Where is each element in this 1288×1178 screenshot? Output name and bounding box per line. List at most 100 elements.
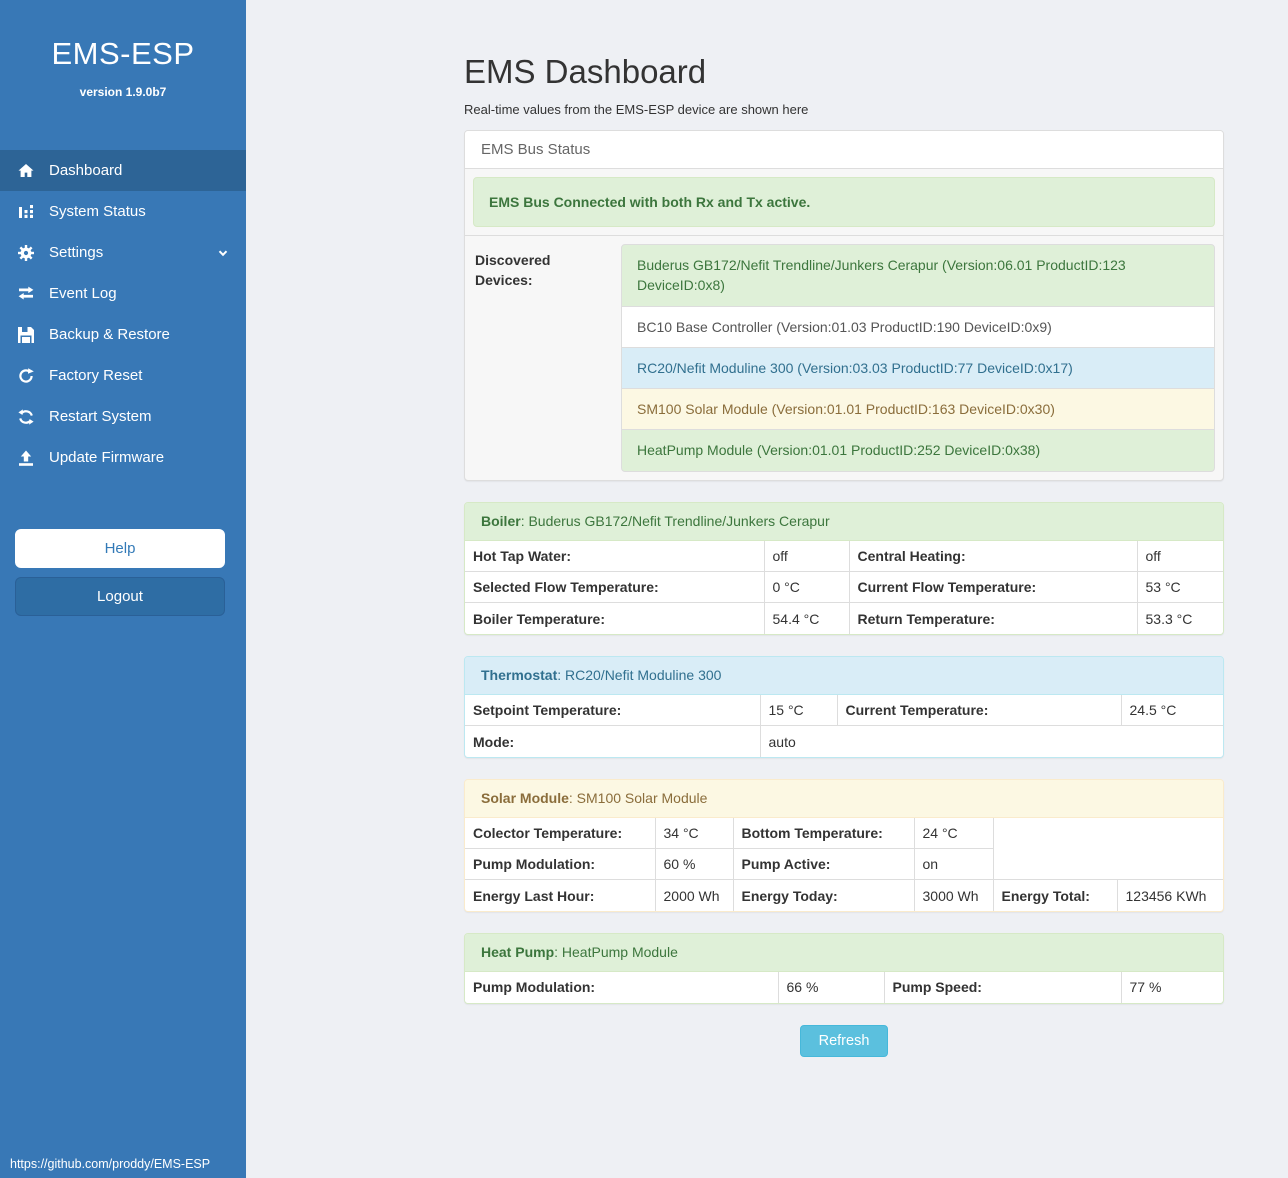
thermostat-title-bold: Thermostat xyxy=(481,666,558,683)
table-row: Hot Tap Water: off Central Heating: off xyxy=(465,540,1223,573)
exchange-arrows-icon xyxy=(17,286,34,302)
kv-value: 15 °C xyxy=(759,694,838,727)
kv-label: Pump Active: xyxy=(732,848,915,881)
kv-label: Energy Today: xyxy=(732,879,915,911)
brand: EMS-ESP version 1.9.0b7 xyxy=(0,36,246,99)
table-row: Setpoint Temperature: 15 °C Current Temp… xyxy=(465,694,1223,727)
kv-label: Selected Flow Temperature: xyxy=(465,571,765,604)
kv-label: Central Heating: xyxy=(848,540,1138,573)
help-button[interactable]: Help xyxy=(15,529,225,568)
main-area: EMS Dashboard Real-time values from the … xyxy=(246,0,1288,1178)
kv-value: 123456 KWh xyxy=(1116,879,1223,911)
solar-panel-title: Solar Module: SM100 Solar Module xyxy=(465,779,1223,818)
kv-label: Energy Total: xyxy=(992,879,1118,911)
kv-label: Bottom Temperature: xyxy=(732,817,915,850)
kv-value: off xyxy=(763,540,850,573)
sidebar-item-system-status[interactable]: System Status xyxy=(0,191,246,232)
sidebar-item-settings[interactable]: Settings xyxy=(0,232,246,273)
kv-value: 0 °C xyxy=(763,571,850,604)
thermostat-table: Setpoint Temperature: 15 °C Current Temp… xyxy=(465,694,1223,757)
sidebar-item-label: Factory Reset xyxy=(49,367,143,384)
device-list-item: HeatPump Module (Version:01.01 ProductID… xyxy=(621,429,1215,472)
sidebar-item-backup-restore[interactable]: Backup & Restore xyxy=(0,314,246,355)
heatpump-title-bold: Heat Pump xyxy=(481,943,555,960)
app-title: EMS-ESP xyxy=(51,36,195,71)
boiler-title-bold: Boiler xyxy=(481,512,521,529)
discovered-devices-row: Discovered Devices: Buderus GB172/Nefit … xyxy=(465,235,1223,480)
kv-label: Pump Speed: xyxy=(883,971,1122,1003)
kv-value: 66 % xyxy=(777,971,885,1003)
home-icon xyxy=(17,163,34,179)
sidebar-item-restart-system[interactable]: Restart System xyxy=(0,396,246,437)
kv-value: auto xyxy=(759,725,1223,757)
solar-title-bold: Solar Module xyxy=(481,789,569,806)
sidebar-item-update-firmware[interactable]: Update Firmware xyxy=(0,437,246,478)
kv-value: 53.3 °C xyxy=(1136,602,1223,634)
gear-icon xyxy=(17,244,34,261)
kv-label: Pump Modulation: xyxy=(465,848,656,881)
kv-label: Current Temperature: xyxy=(836,694,1122,727)
kv-label: Setpoint Temperature: xyxy=(465,694,761,727)
kv-label: Current Flow Temperature: xyxy=(848,571,1138,604)
sync-arrows-icon xyxy=(17,408,34,425)
kv-label: Pump Modulation: xyxy=(465,971,779,1003)
kv-value: 24.5 °C xyxy=(1120,694,1223,727)
sidebar-item-factory-reset[interactable]: Factory Reset xyxy=(0,355,246,396)
kv-value: 77 % xyxy=(1120,971,1223,1003)
refresh-button[interactable]: Refresh xyxy=(799,1024,889,1057)
sidebar-item-dashboard[interactable]: Dashboard xyxy=(0,150,246,191)
sidebar-item-label: Restart System xyxy=(49,408,152,425)
device-list-item: BC10 Base Controller (Version:01.03 Prod… xyxy=(621,305,1215,348)
table-row: Pump Modulation: 66 % Pump Speed: 77 % xyxy=(465,971,1223,1003)
thermostat-title-rest: : RC20/Nefit Moduline 300 xyxy=(557,666,722,683)
sidebar: EMS-ESP version 1.9.0b7 Dashboard System… xyxy=(0,0,246,1178)
page-subtitle: Real-time values from the EMS-ESP device… xyxy=(464,102,809,117)
sidebar-nav: Dashboard System Status xyxy=(0,150,246,478)
kv-label: Mode: xyxy=(465,725,761,757)
kv-value: off xyxy=(1136,540,1223,573)
bus-status-panel-title: EMS Bus Status xyxy=(465,131,1223,169)
logout-button[interactable]: Logout xyxy=(15,577,225,616)
kv-value: 34 °C xyxy=(654,817,734,850)
device-list-item: Buderus GB172/Nefit Trendline/Junkers Ce… xyxy=(621,244,1215,307)
device-list-item: RC20/Nefit Moduline 300 (Version:03.03 P… xyxy=(621,346,1215,390)
device-list-item: SM100 Solar Module (Version:01.01 Produc… xyxy=(621,388,1215,431)
bus-status-panel: EMS Bus Status EMS Bus Connected with bo… xyxy=(464,130,1224,481)
sidebar-item-label: Dashboard xyxy=(49,162,123,179)
boiler-table: Hot Tap Water: off Central Heating: off … xyxy=(465,540,1223,634)
solar-table: Colector Temperature: 34 °C Bottom Tempe… xyxy=(465,817,1223,911)
kv-value: 3000 Wh xyxy=(913,879,994,911)
page-title: EMS Dashboard xyxy=(464,53,707,90)
bus-connected-alert: EMS Bus Connected with both Rx and Tx ac… xyxy=(473,177,1215,227)
sidebar-item-event-log[interactable]: Event Log xyxy=(0,273,246,314)
solar-title-rest: : SM100 Solar Module xyxy=(568,789,708,806)
boiler-title-rest: : Buderus GB172/Nefit Trendline/Junkers … xyxy=(520,512,830,529)
kv-value: on xyxy=(913,848,993,881)
thermostat-panel: Thermostat: RC20/Nefit Moduline 300 Setp… xyxy=(464,655,1224,758)
kv-label: Hot Tap Water: xyxy=(465,540,765,573)
heatpump-panel-title: Heat Pump: HeatPump Module xyxy=(465,933,1223,972)
kv-value: 54.4 °C xyxy=(763,602,850,634)
thermostat-panel-title: Thermostat: RC20/Nefit Moduline 300 xyxy=(465,656,1223,695)
boiler-panel-title: Boiler: Buderus GB172/Nefit Trendline/Ju… xyxy=(465,502,1223,541)
sidebar-item-label: Update Firmware xyxy=(49,449,165,466)
app-version: version 1.9.0b7 xyxy=(79,85,167,99)
empty-cell xyxy=(992,817,1223,881)
sidebar-item-label: Event Log xyxy=(49,285,117,302)
sidebar-item-label: Settings xyxy=(49,244,104,261)
floppy-save-icon xyxy=(17,326,34,343)
github-status-link[interactable]: https://github.com/proddy/EMS-ESP xyxy=(10,1157,211,1171)
system-status-icon xyxy=(17,204,34,220)
heatpump-panel: Heat Pump: HeatPump Module Pump Modulati… xyxy=(464,932,1224,1004)
kv-label: Return Temperature: xyxy=(848,602,1138,634)
discovered-devices-list: Buderus GB172/Nefit Trendline/Junkers Ce… xyxy=(621,244,1215,472)
table-row: Boiler Temperature: 54.4 °C Return Tempe… xyxy=(465,602,1223,634)
rotate-arrow-icon xyxy=(17,367,34,384)
table-row: Energy Last Hour: 2000 Wh Energy Today: … xyxy=(465,879,1223,911)
chevron-down-icon xyxy=(217,247,229,259)
kv-value: 53 °C xyxy=(1136,571,1223,604)
solar-panel: Solar Module: SM100 Solar Module Colecto… xyxy=(464,778,1224,912)
discovered-devices-label: Discovered Devices: xyxy=(475,252,551,289)
table-row: Mode: auto xyxy=(465,725,1223,757)
